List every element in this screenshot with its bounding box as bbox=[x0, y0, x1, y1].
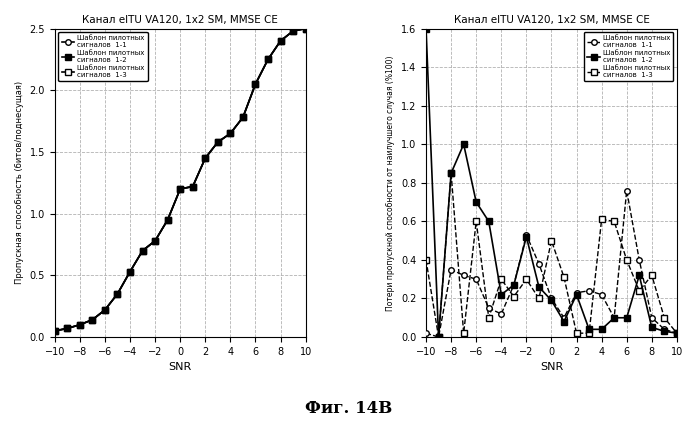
Legend: Шаблон пилотных
сигналов  1-1, Шаблон пилотных
сигналов  1-2, Шаблон пилотных
си: Шаблон пилотных сигналов 1-1, Шаблон пил… bbox=[58, 32, 148, 81]
X-axis label: SNR: SNR bbox=[540, 362, 563, 372]
Y-axis label: Пропускная способность (битов/поднесущая): Пропускная способность (битов/поднесущая… bbox=[15, 81, 24, 284]
Text: Фиг. 14B: Фиг. 14B bbox=[306, 400, 392, 417]
Title: Канал eITU VA120, 1x2 SM, MMSE CE: Канал eITU VA120, 1x2 SM, MMSE CE bbox=[82, 15, 278, 25]
Title: Канал eITU VA120, 1x2 SM, MMSE CE: Канал eITU VA120, 1x2 SM, MMSE CE bbox=[454, 15, 649, 25]
Y-axis label: Потери пропускной способности от наилучшего случая (%100): Потери пропускной способности от наилучш… bbox=[387, 55, 395, 311]
Legend: Шаблон пилотных
сигналов  1-1, Шаблон пилотных
сигналов  1-2, Шаблон пилотных
си: Шаблон пилотных сигналов 1-1, Шаблон пил… bbox=[584, 32, 674, 81]
X-axis label: SNR: SNR bbox=[169, 362, 192, 372]
